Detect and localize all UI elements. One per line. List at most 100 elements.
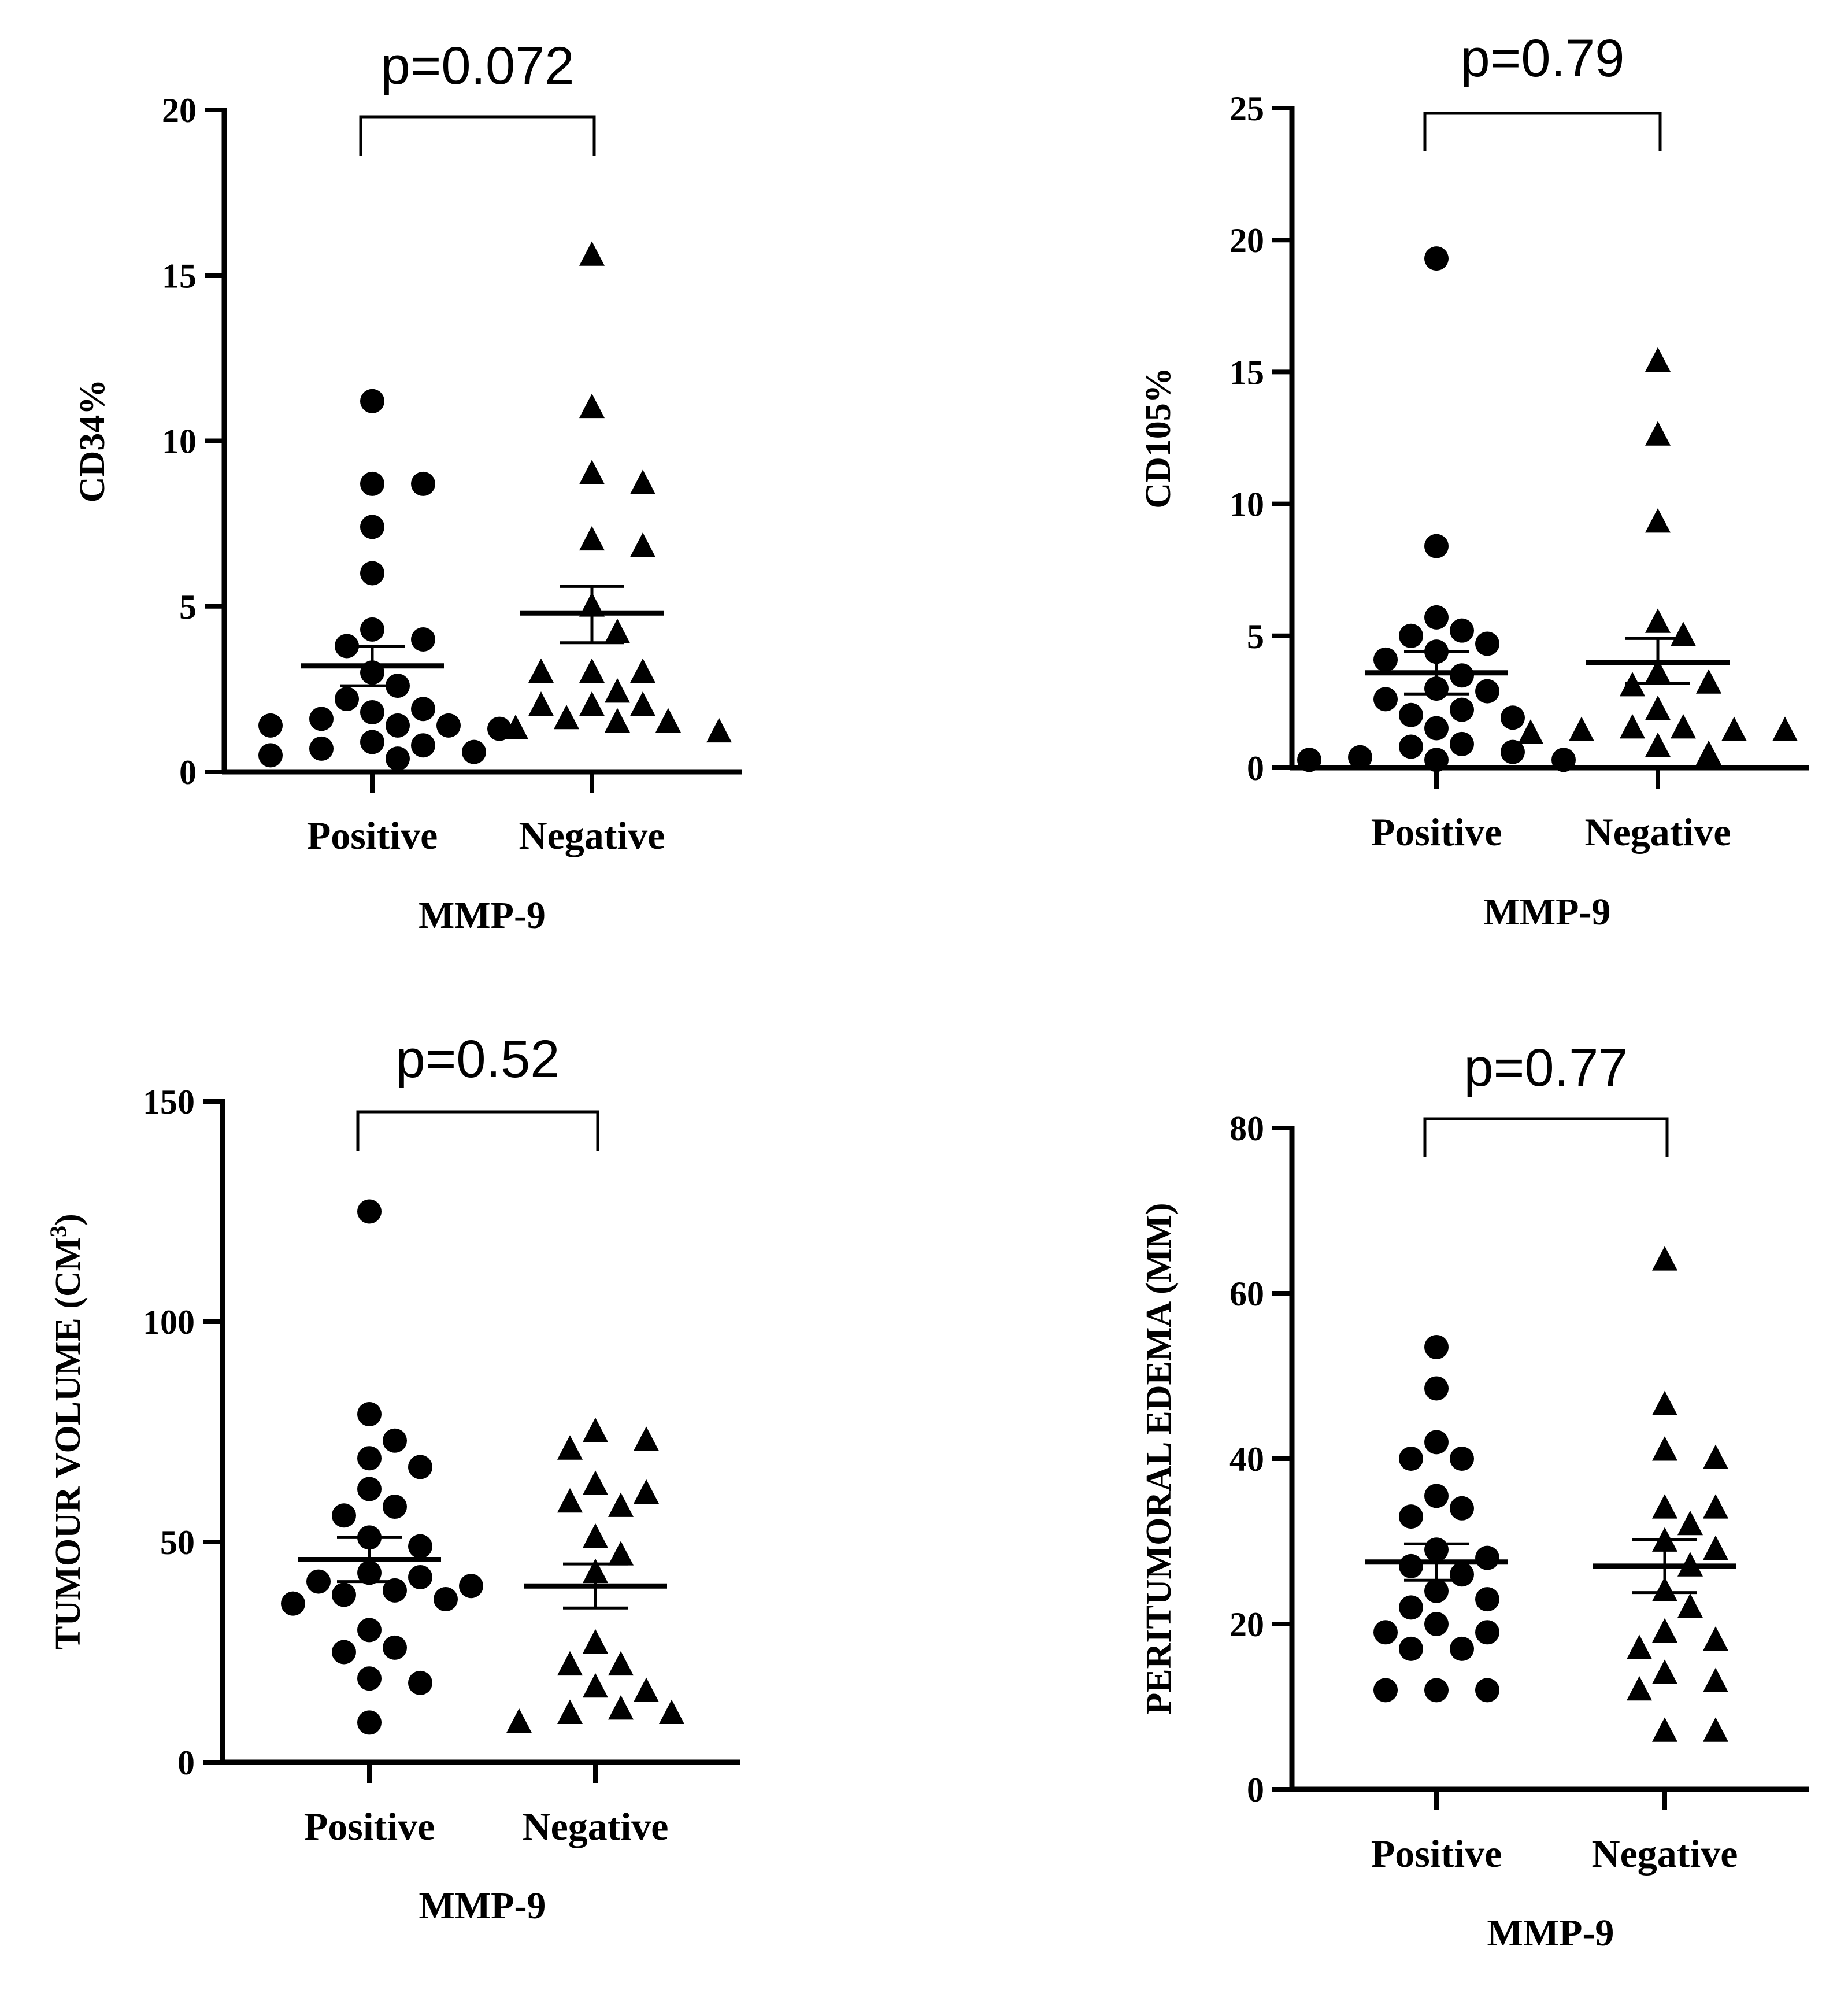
data-point-positive	[1450, 663, 1474, 688]
y-tick-label: 20	[162, 91, 197, 130]
y-axis-title: TUMOUR VOLUME (CM3)	[45, 1214, 88, 1650]
data-point-negative	[1703, 1535, 1728, 1560]
data-point-positive	[360, 389, 384, 413]
data-point-positive	[281, 1591, 305, 1616]
y-tick-label: 100	[143, 1303, 195, 1341]
data-point-negative	[655, 708, 681, 733]
data-point-negative	[706, 717, 732, 743]
data-point-positive	[1450, 1496, 1474, 1521]
data-point-positive	[1424, 716, 1449, 741]
data-point-positive	[462, 739, 486, 764]
data-point-negative	[503, 715, 528, 739]
data-point-positive	[1450, 1562, 1474, 1587]
data-point-positive	[1373, 647, 1398, 672]
category-label-negative: Negative	[519, 813, 665, 857]
data-point-negative	[1677, 1593, 1703, 1618]
y-tick-label: 15	[162, 257, 197, 295]
data-point-positive	[386, 746, 410, 771]
data-point-positive	[360, 617, 384, 642]
p-value-title: p=0.072	[380, 36, 574, 95]
data-point-positive	[434, 1587, 458, 1612]
p-value-title: p=0.52	[396, 1030, 560, 1089]
data-point-negative	[1671, 622, 1696, 646]
data-point-positive	[1501, 705, 1525, 730]
data-point-positive	[408, 1455, 432, 1479]
data-point-negative	[528, 658, 554, 683]
data-point-negative	[583, 1629, 608, 1654]
data-point-negative	[1652, 1436, 1677, 1461]
data-point-positive	[357, 1446, 382, 1471]
data-point-negative	[1703, 1717, 1728, 1742]
y-tick-label: 0	[1247, 749, 1264, 787]
data-point-positive	[1475, 1587, 1499, 1612]
data-point-negative	[1645, 347, 1671, 372]
significance-bracket	[1423, 1117, 1669, 1157]
data-point-negative	[630, 691, 655, 716]
data-point-negative	[579, 241, 605, 266]
data-point-negative	[583, 1470, 608, 1495]
data-point-positive	[383, 1495, 407, 1519]
data-point-positive	[1450, 1636, 1474, 1661]
y-tick-label: 0	[179, 753, 197, 791]
data-point-positive	[408, 1534, 432, 1559]
category-label-negative: Negative	[1584, 810, 1731, 854]
data-point-positive	[1424, 1334, 1449, 1359]
data-point-positive	[408, 1670, 432, 1695]
data-point-positive	[1399, 1447, 1423, 1471]
data-point-negative	[1645, 732, 1671, 757]
data-point-positive	[1475, 679, 1499, 704]
data-point-negative	[1652, 1717, 1677, 1742]
data-point-positive	[1399, 1504, 1423, 1529]
data-point-positive	[309, 736, 334, 761]
data-point-negative	[1518, 719, 1543, 744]
data-point-negative	[1627, 1634, 1652, 1659]
data-point-positive	[459, 1574, 483, 1599]
data-point-positive	[1399, 1553, 1423, 1578]
data-point-negative	[1677, 1510, 1703, 1536]
data-point-positive	[1450, 1447, 1474, 1471]
data-point-negative	[557, 1699, 583, 1724]
data-point-negative	[1772, 716, 1798, 741]
data-point-positive	[1450, 618, 1474, 643]
data-point-positive	[335, 687, 359, 712]
data-point-positive	[1475, 1678, 1499, 1703]
category-label-positive: Positive	[1371, 810, 1502, 854]
data-point-positive	[1297, 748, 1321, 772]
data-point-negative	[630, 469, 655, 494]
data-point-positive	[1424, 1430, 1449, 1455]
data-point-positive	[1399, 1636, 1423, 1661]
data-point-negative	[1703, 1667, 1728, 1692]
data-point-positive	[357, 1477, 382, 1501]
data-point-negative	[579, 393, 605, 419]
data-point-positive	[360, 561, 384, 586]
data-point-negative	[1652, 1659, 1677, 1684]
data-point-positive	[360, 515, 384, 539]
data-point-negative	[1721, 716, 1747, 741]
data-point-negative	[1696, 740, 1721, 765]
data-point-negative	[1652, 1246, 1677, 1271]
y-tick-label: 80	[1229, 1109, 1264, 1148]
data-point-negative	[634, 1479, 659, 1504]
data-point-negative	[579, 691, 605, 716]
data-point-negative	[583, 1417, 608, 1442]
data-point-negative	[608, 1651, 634, 1676]
chart-panel-3: 0 50 100 150 Positive Negative MMP-9 TUMOUR VOL…	[45, 1030, 740, 1927]
data-point-negative	[608, 1695, 634, 1720]
data-point-negative	[1627, 1675, 1652, 1701]
data-point-positive	[360, 471, 384, 496]
y-tick-label: 10	[162, 423, 197, 461]
data-point-positive	[1373, 1678, 1398, 1703]
data-point-positive	[1475, 631, 1499, 656]
data-point-negative	[634, 1677, 659, 1702]
data-point-negative	[1645, 508, 1671, 533]
data-point-positive	[357, 1618, 382, 1643]
data-point-positive	[411, 471, 435, 496]
data-point-negative	[1671, 713, 1696, 739]
data-point-negative	[605, 708, 630, 733]
y-tick-label: 0	[177, 1744, 195, 1782]
data-point-negative	[630, 532, 655, 557]
data-point-negative	[1645, 421, 1671, 446]
p-value-title: p=0.79	[1461, 29, 1625, 88]
data-point-negative	[557, 1435, 583, 1460]
